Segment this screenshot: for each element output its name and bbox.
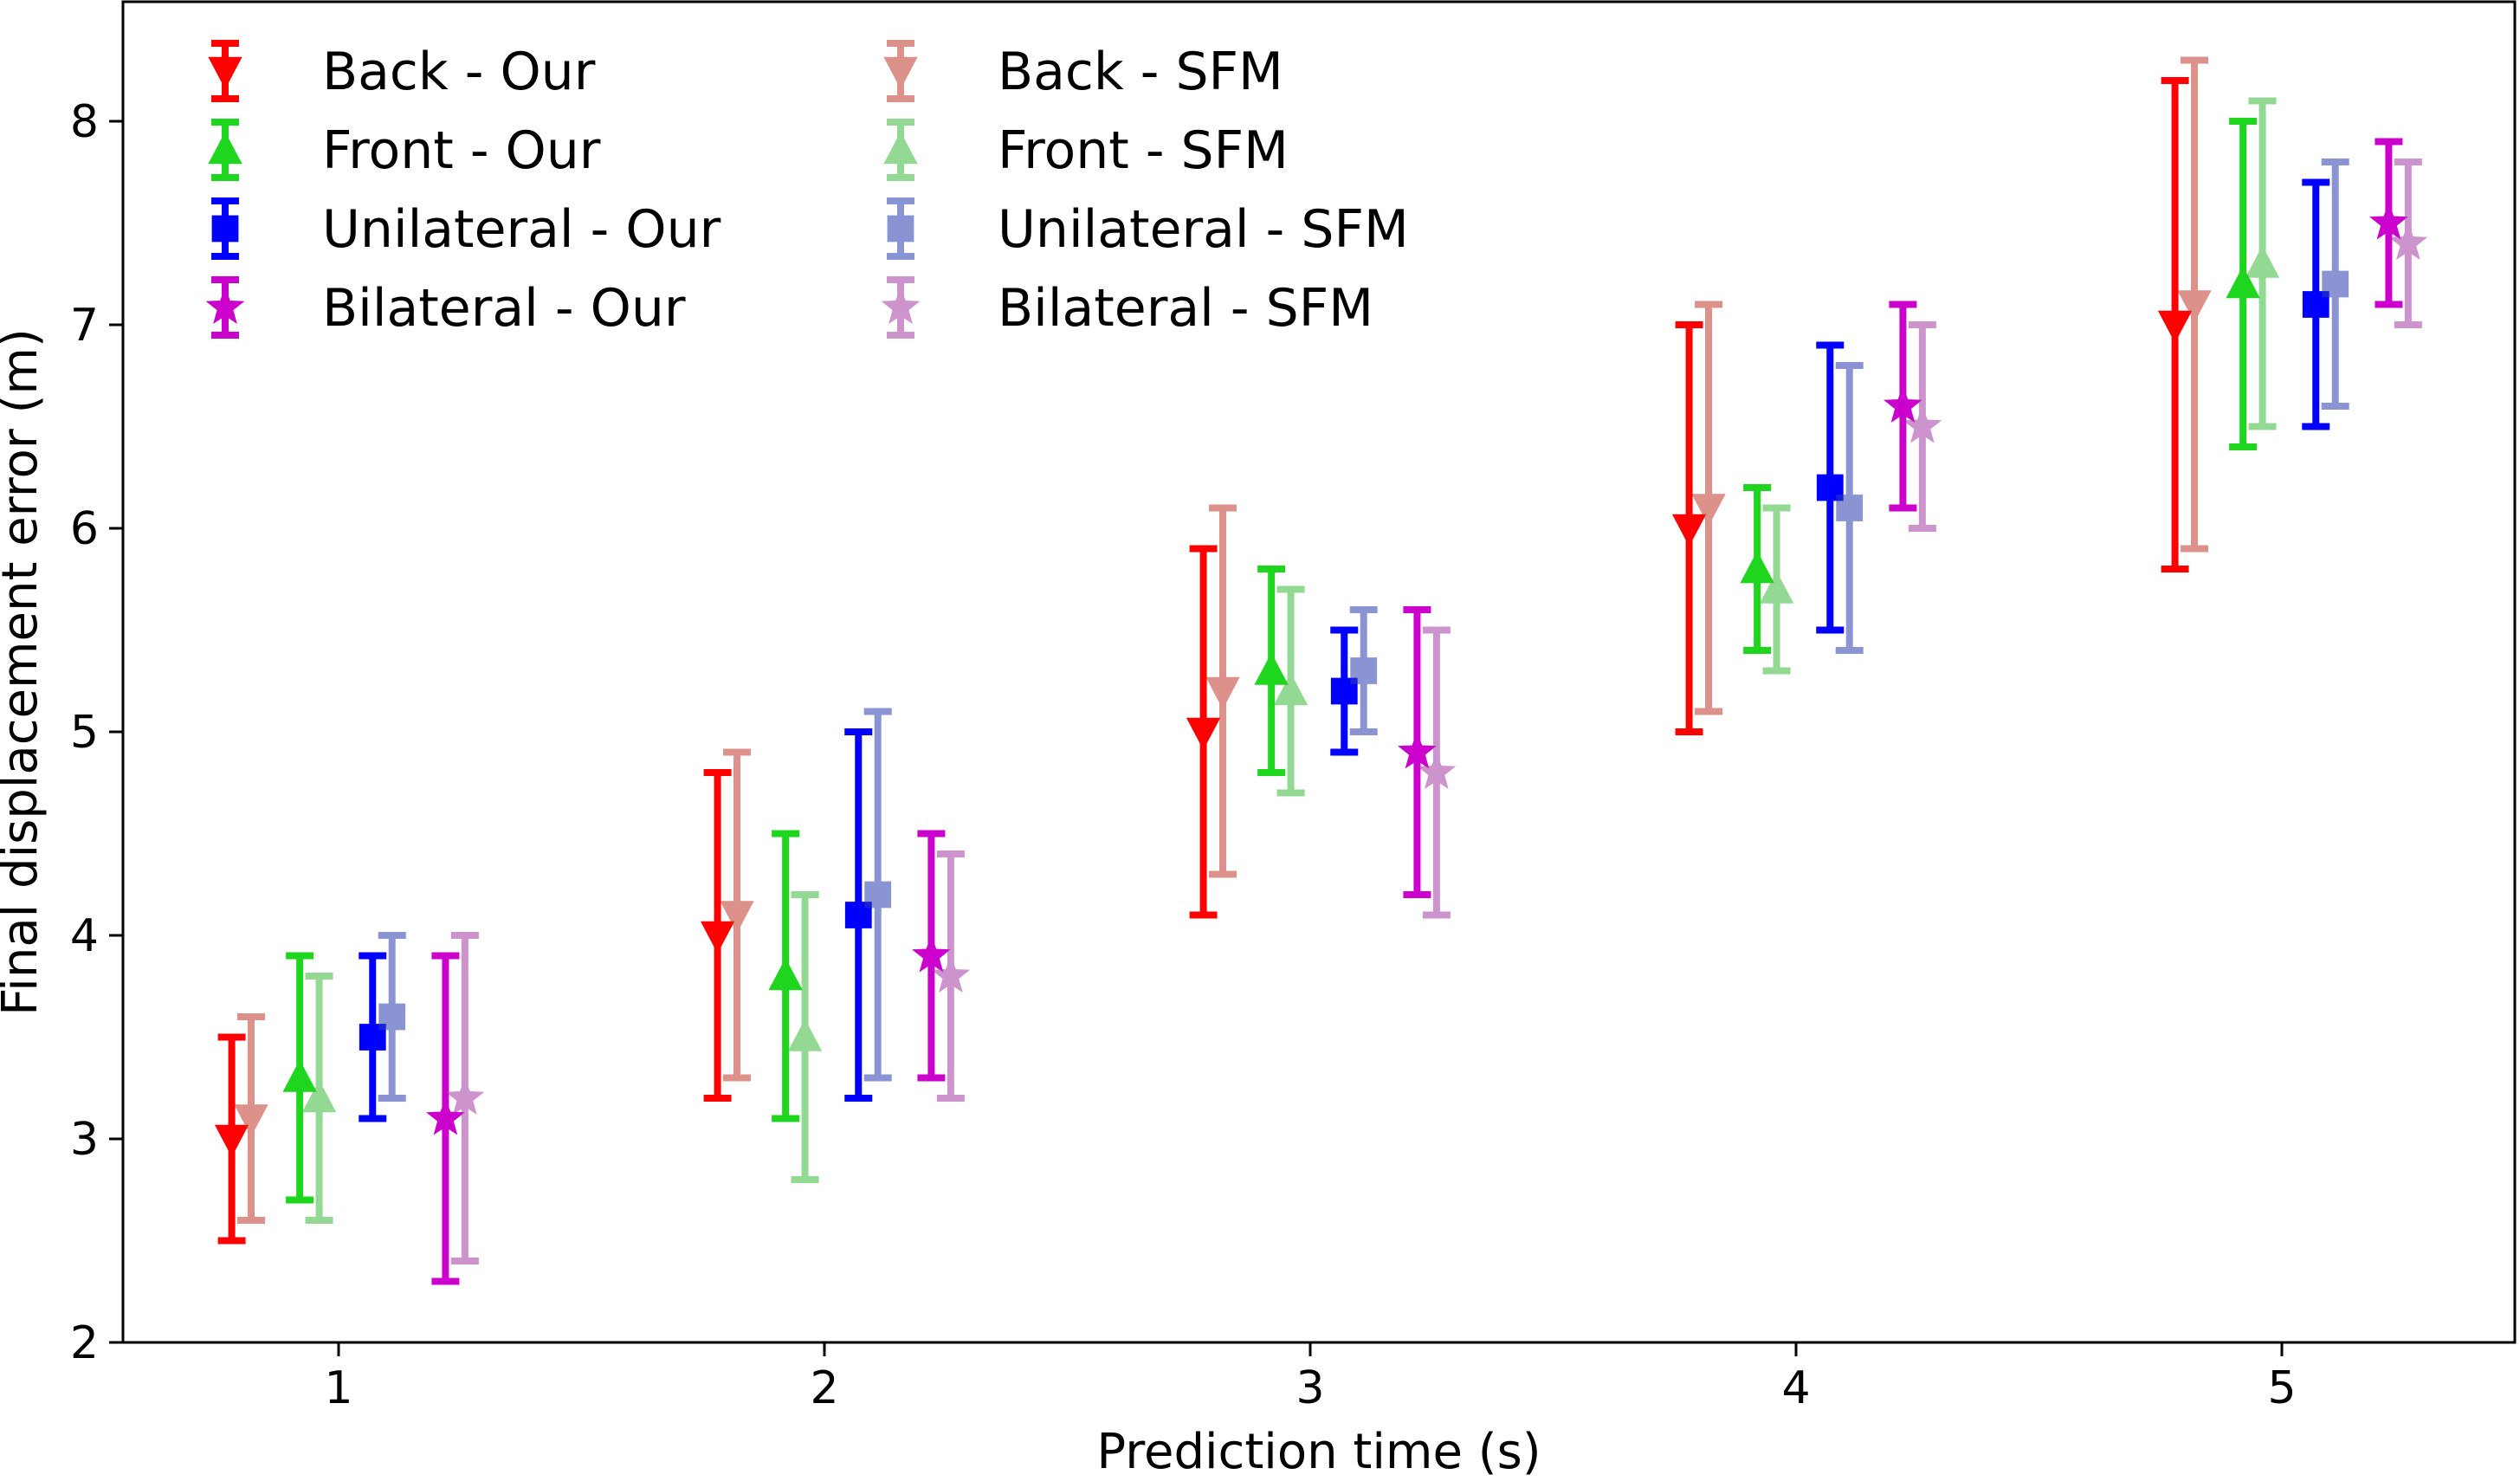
legend-label: Back - Our xyxy=(322,42,596,102)
legend-label: Bilateral - Our xyxy=(322,278,686,339)
data-point-square xyxy=(1350,657,1378,684)
data-point-triangle-down xyxy=(720,901,754,934)
legend-swatch xyxy=(211,197,239,260)
data-point-square xyxy=(378,1003,406,1031)
axes: 1 2 3 4 5 2 3 4 5 6 7 8 xyxy=(70,96,2297,1414)
legend-swatch xyxy=(887,197,914,260)
data-marks xyxy=(214,56,2428,1285)
x-tick-label: 2 xyxy=(810,1362,838,1414)
legend-marker-square xyxy=(887,215,914,243)
x-axis-label: Prediction time (s) xyxy=(1096,1424,1541,1480)
data-point-triangle-up xyxy=(787,1019,823,1051)
series-bilateral-our xyxy=(425,138,2408,1285)
data-point-star xyxy=(1903,405,1942,443)
data-point-triangle-down xyxy=(1186,717,1221,751)
data-point-triangle-up xyxy=(282,1059,317,1092)
data-point-square xyxy=(359,1024,386,1051)
y-tick-label: 7 xyxy=(70,300,99,352)
legend-item-front-our: Front - Our xyxy=(208,119,601,181)
data-point-triangle-down xyxy=(1671,514,1707,547)
series-unilateral-our xyxy=(359,178,2330,1122)
legend-swatch xyxy=(881,276,921,339)
legend-marker-triangle-up xyxy=(883,131,918,165)
x-tick-label: 5 xyxy=(2267,1362,2296,1414)
legend-label: Front - Our xyxy=(322,120,601,181)
legend-item-unilateral-sfm: Unilateral - SFM xyxy=(887,197,1409,260)
legend-item-unilateral-our: Unilateral - Our xyxy=(211,197,721,260)
y-tick-label: 4 xyxy=(70,910,99,962)
data-point-triangle-up xyxy=(768,957,803,991)
data-point-star xyxy=(425,1097,465,1135)
legend-swatch xyxy=(883,119,918,181)
data-point-star xyxy=(911,935,951,973)
x-tick-label: 1 xyxy=(324,1362,352,1414)
y-tick-label: 3 xyxy=(70,1114,99,1166)
data-point-star xyxy=(2368,202,2408,240)
y-tick-label: 8 xyxy=(70,96,99,148)
legend-item-back-our: Back - Our xyxy=(208,40,596,102)
data-point-square xyxy=(1330,677,1358,705)
series-front-sfm xyxy=(301,97,2280,1224)
series-back-our xyxy=(214,77,2193,1245)
y-tick-label: 6 xyxy=(70,503,99,555)
data-point-star xyxy=(1397,731,1437,769)
data-point-triangle-up xyxy=(2245,245,2280,278)
legend-swatch xyxy=(883,40,918,102)
data-point-square xyxy=(2322,270,2349,298)
data-point-star xyxy=(1417,752,1457,790)
legend-label: Front - SFM xyxy=(998,120,1289,181)
data-point-triangle-down xyxy=(2157,310,2193,344)
y-tick-label: 2 xyxy=(70,1317,99,1369)
legend-item-front-sfm: Front - SFM xyxy=(883,119,1289,181)
legend-swatch xyxy=(208,119,242,181)
data-point-triangle-up xyxy=(1273,672,1308,706)
legend-marker-star xyxy=(205,287,245,324)
data-point-triangle-up xyxy=(1759,571,1794,604)
data-point-square xyxy=(864,881,892,909)
data-point-star xyxy=(2388,223,2428,261)
legend-item-back-sfm: Back - SFM xyxy=(883,40,1283,102)
legend-swatch xyxy=(208,40,242,102)
series-unilateral-sfm xyxy=(378,158,2349,1102)
data-point-triangle-up xyxy=(1254,652,1289,685)
legend-item-bilateral-sfm: Bilateral - SFM xyxy=(881,276,1373,339)
legend-label: Back - SFM xyxy=(998,42,1283,102)
data-point-triangle-up xyxy=(2226,265,2260,299)
y-tick-label: 5 xyxy=(70,707,99,759)
x-tick-label: 4 xyxy=(1781,1362,1810,1414)
legend-marker-triangle-up xyxy=(208,131,242,165)
x-tick-label: 3 xyxy=(1296,1362,1324,1414)
legend-marker-triangle-down xyxy=(883,56,918,90)
legend-marker-triangle-down xyxy=(208,56,242,90)
data-point-star xyxy=(1883,385,1922,424)
data-point-triangle-down xyxy=(214,1124,249,1158)
legend: Back - Our Front - Our Unilateral - Our Bil… xyxy=(205,40,1409,339)
data-point-triangle-up xyxy=(1740,550,1774,584)
legend-marker-square xyxy=(211,215,239,243)
legend-label: Unilateral - SFM xyxy=(998,199,1409,260)
data-point-triangle-down xyxy=(700,921,735,954)
data-point-square xyxy=(844,902,872,928)
data-point-star xyxy=(445,1077,485,1116)
data-point-square xyxy=(2302,291,2329,318)
data-point-triangle-down xyxy=(2177,290,2212,323)
series-front-our xyxy=(282,118,2260,1204)
series-back-sfm xyxy=(234,56,2212,1224)
y-axis-label: Final displacement error (m) xyxy=(0,328,48,1016)
legend-label: Unilateral - Our xyxy=(322,199,721,260)
data-point-star xyxy=(931,955,971,993)
plot-area xyxy=(121,0,2517,1344)
data-point-triangle-down xyxy=(234,1104,268,1137)
legend-item-bilateral-our: Bilateral - Our xyxy=(205,276,686,339)
legend-label: Bilateral - SFM xyxy=(998,278,1373,339)
data-point-triangle-up xyxy=(301,1079,337,1113)
data-point-triangle-down xyxy=(1205,676,1240,710)
legend-marker-star xyxy=(881,287,921,324)
series-bilateral-sfm xyxy=(445,158,2428,1264)
data-point-triangle-down xyxy=(1691,494,1726,527)
data-point-square xyxy=(1836,495,1864,521)
legend-swatch xyxy=(205,276,245,339)
